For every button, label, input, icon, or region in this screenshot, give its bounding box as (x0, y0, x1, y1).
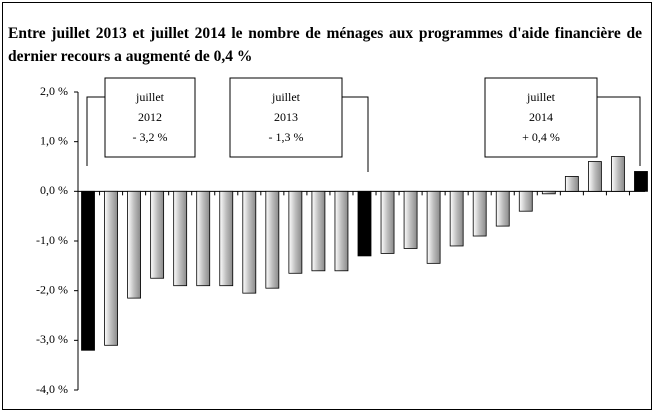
y-tick-label: -2,0 % (36, 282, 68, 296)
annotation-text: juillet (526, 90, 556, 104)
y-tick-label: 0,0 % (40, 183, 68, 197)
bar (173, 190, 188, 287)
annotation-text: 2013 (274, 110, 298, 124)
y-tick-label: 2,0 % (40, 84, 68, 98)
bar (588, 161, 602, 192)
bar (611, 156, 625, 192)
annotation-connector (342, 96, 369, 172)
annotation-connector (597, 96, 641, 166)
bar (288, 190, 303, 274)
bar (380, 190, 395, 254)
bar (357, 190, 372, 257)
annotation-text: juillet (271, 90, 301, 104)
bar (495, 190, 510, 227)
bar (564, 176, 579, 192)
y-tick-label: 1,0 % (40, 133, 68, 147)
annotation-text: - 1,3 % (269, 130, 304, 144)
bar (127, 190, 141, 299)
bar (196, 190, 211, 287)
chart-title: Entre juillet 2013 et juillet 2014 le no… (8, 25, 642, 65)
y-tick-label: -1,0 % (36, 233, 68, 247)
bar (265, 190, 280, 289)
annotation-box (104, 77, 196, 158)
bar (150, 190, 165, 279)
annotation-text: + 0,4 % (522, 130, 560, 144)
bar (219, 190, 234, 287)
bar (449, 190, 464, 247)
annotation-box (229, 77, 343, 158)
bar (81, 190, 95, 351)
y-tick-label: -3,0 % (36, 332, 68, 346)
annotation-text: - 3,2 % (133, 130, 168, 144)
bar (242, 190, 257, 294)
annotation-box (484, 77, 598, 158)
bar (426, 190, 441, 264)
annotation-text: 2012 (138, 110, 162, 124)
bar (311, 190, 326, 272)
bar (472, 190, 487, 237)
bar (518, 190, 533, 212)
annotation-text: juillet (135, 90, 165, 104)
y-tick-label: -4,0 % (36, 382, 68, 396)
bar (104, 190, 118, 346)
bar (541, 190, 556, 195)
bar (334, 190, 349, 272)
bar (634, 171, 648, 192)
annotation-connector (86, 96, 105, 166)
bar (403, 190, 418, 249)
annotation-text: 2014 (529, 110, 553, 124)
